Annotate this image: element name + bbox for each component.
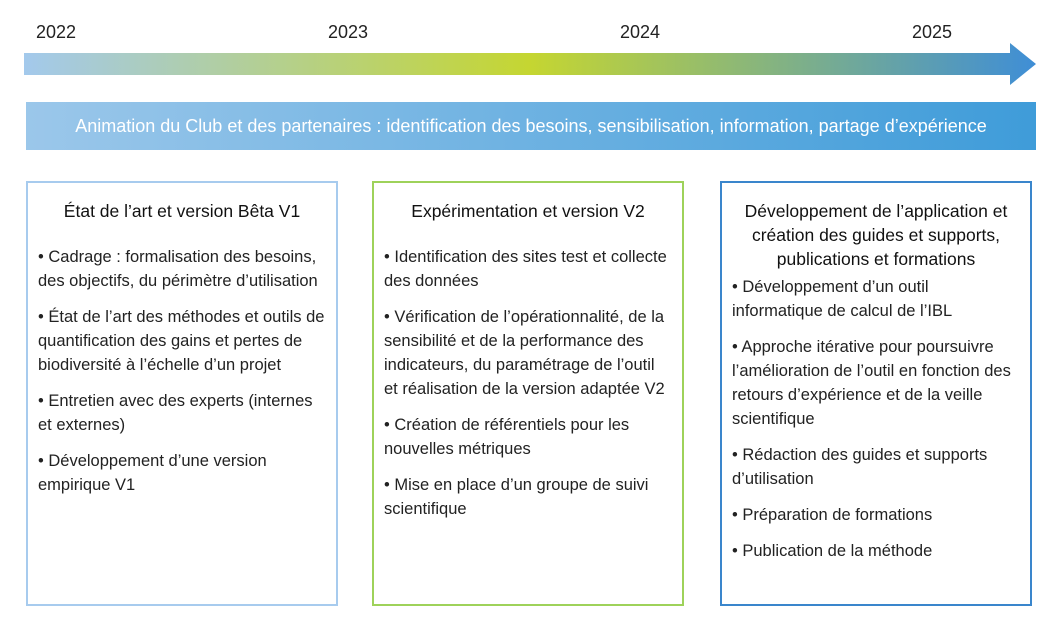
phase-card-title: Développement de l’application et créati…: [744, 201, 1008, 269]
year-label-2024: 2024: [620, 22, 661, 42]
timeline-arrow: [24, 43, 1036, 85]
phase-card-list: Identification des sites test et collect…: [384, 245, 672, 521]
phase-card-item: Rédaction des guides et supports d’utili…: [732, 443, 1020, 491]
phase-card-v2: Expérimentation et version V2 Identifica…: [372, 181, 684, 606]
phase-card-beta-v1: État de l’art et version Bêta V1 Cadrage…: [26, 181, 338, 606]
phase-card-item: Entretien avec des experts (internes et …: [38, 389, 326, 437]
phase-card-item: Développement d’un outil informatique de…: [732, 275, 1020, 323]
year-label-2022: 2022: [36, 22, 77, 42]
phase-card-item: Création de référentiels pour les nouvel…: [384, 413, 672, 461]
phase-card-application: Développement de l’application et créati…: [720, 181, 1032, 606]
phase-card-item: Identification des sites test et collect…: [384, 245, 672, 293]
partners-banner: Animation du Club et des partenaires : i…: [26, 102, 1036, 150]
phase-card-item: État de l’art des méthodes et outils de …: [38, 305, 326, 377]
phase-card-item: Cadrage : formalisation des besoins, des…: [38, 245, 326, 293]
phase-card-item: Vérification de l’opérationnalité, de la…: [384, 305, 672, 401]
phase-card-item: Développement d’une version empirique V1: [38, 449, 326, 497]
partners-banner-text: Animation du Club et des partenaires : i…: [75, 115, 987, 136]
phase-card-item: Préparation de formations: [732, 503, 1020, 527]
phase-card-title: Expérimentation et version V2: [411, 201, 645, 221]
year-label-2025: 2025: [912, 22, 953, 42]
phase-card-item: Approche itérative pour poursuivre l’amé…: [732, 335, 1020, 431]
phase-card-item: Publication de la méthode: [732, 539, 1020, 563]
timeline-arrow-shape: [24, 43, 1036, 85]
year-label-2023: 2023: [328, 22, 369, 42]
phase-card-item: Mise en place d’un groupe de suivi scien…: [384, 473, 672, 521]
phase-card-title: État de l’art et version Bêta V1: [63, 201, 301, 221]
phase-card-list: Cadrage : formalisation des besoins, des…: [38, 245, 326, 497]
phase-card-list: Développement d’un outil informatique de…: [732, 275, 1020, 563]
